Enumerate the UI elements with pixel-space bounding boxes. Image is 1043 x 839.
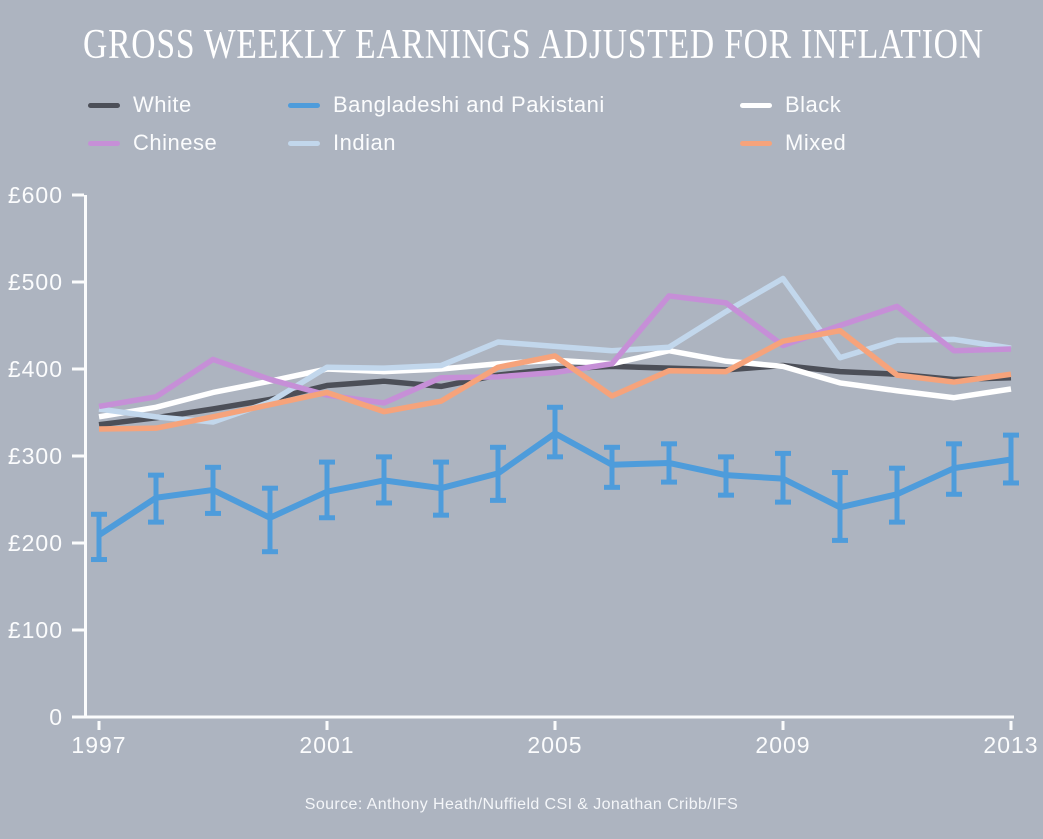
series-line-black <box>98 347 1012 420</box>
legend: White Bangladeshi and Pakistani Black Chine… <box>88 92 846 156</box>
legend-label: White <box>133 92 192 117</box>
legend-label: Black <box>785 92 842 117</box>
legend-item-white: White <box>88 92 288 118</box>
x-tick-label: 2013 <box>983 732 1038 758</box>
series-line-bangladeshi-and-pakistani <box>97 430 1012 538</box>
legend-item-black: Black <box>740 92 846 118</box>
chart-title: GROSS WEEKLY EARNINGS ADJUSTED FOR INFLA… <box>83 22 984 68</box>
legend-item-mixed: Mixed <box>740 130 846 156</box>
y-tick-label: £400 <box>8 356 63 382</box>
series-line-mixed <box>98 327 1012 432</box>
legend-swatch-white <box>88 102 120 108</box>
series-line-indian <box>98 275 1012 425</box>
y-tick-label: £500 <box>8 269 63 295</box>
x-tick-label: 2005 <box>527 732 582 758</box>
y-tick-label: 0 <box>49 704 63 730</box>
source-credit: Source: Anthony Heath/Nuffield CSI & Jon… <box>304 796 739 813</box>
legend-label: Bangladeshi and Pakistani <box>333 92 605 117</box>
y-tick-label: £300 <box>8 443 63 469</box>
legend-swatch-indian <box>288 140 320 146</box>
y-tick-label: £200 <box>8 530 63 556</box>
legend-label: Indian <box>333 130 396 155</box>
x-tick-label: 1997 <box>71 732 126 758</box>
legend-item-chinese: Chinese <box>88 130 288 156</box>
x-tick-label: 2001 <box>299 732 354 758</box>
legend-item-bangladeshi-and-pakistani: Bangladeshi and Pakistani <box>288 92 740 118</box>
series-line-chinese <box>98 293 1012 410</box>
legend-label: Mixed <box>785 130 847 155</box>
legend-label: Chinese <box>133 130 218 155</box>
legend-item-indian: Indian <box>288 130 740 156</box>
legend-swatch-bangladeshi-and-pakistani <box>288 102 320 108</box>
x-tick-label: 2009 <box>755 732 810 758</box>
series-line-white <box>98 362 1012 428</box>
y-tick-label: £100 <box>8 617 63 643</box>
legend-swatch-chinese <box>88 140 120 146</box>
legend-swatch-black <box>740 102 772 108</box>
legend-swatch-mixed <box>740 140 772 146</box>
y-tick-label: £600 <box>8 182 63 208</box>
